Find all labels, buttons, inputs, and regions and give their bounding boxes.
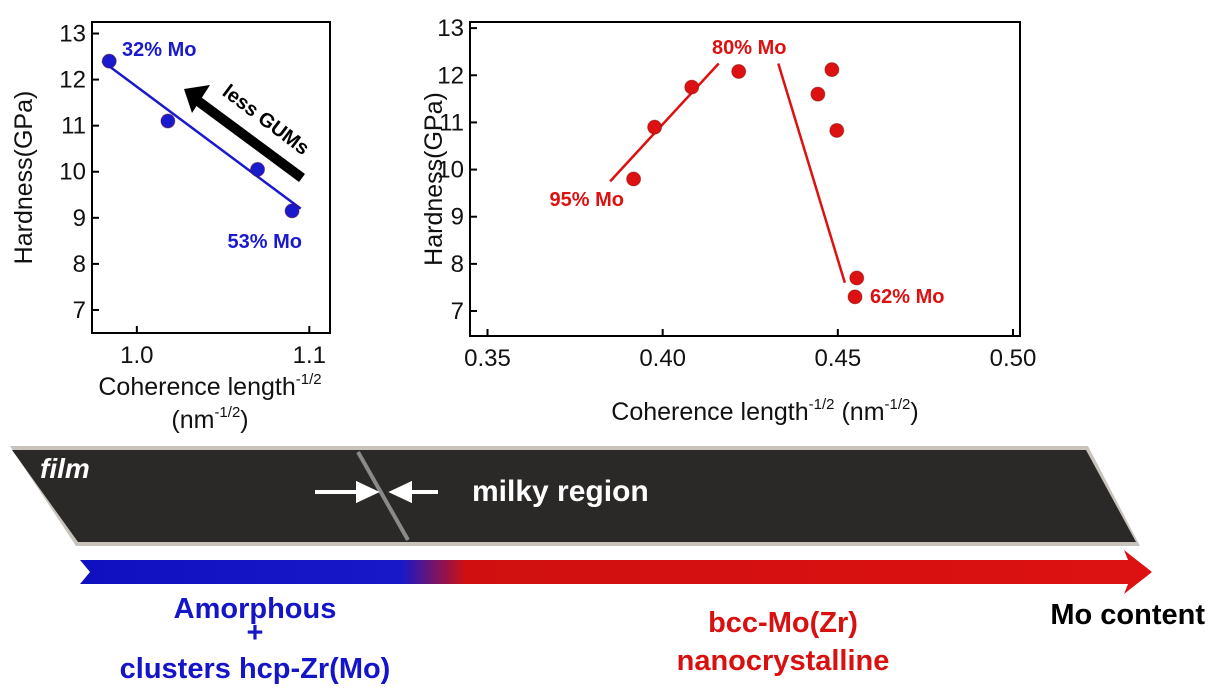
data-point [731, 64, 747, 80]
superscript: -1/2 [214, 404, 240, 421]
data-point [849, 270, 865, 286]
film-label: film [40, 453, 90, 484]
data-point [829, 122, 845, 138]
x-tick-label: 0.45 [814, 345, 861, 372]
x-axis-label: Coherence length-1/2 (nm-1/2) [611, 396, 918, 426]
superscript: -1/2 [809, 396, 835, 413]
data-point [250, 161, 266, 177]
label-text: ) [910, 398, 918, 426]
y-tick-label: 10 [59, 159, 86, 186]
trend-arrow [195, 96, 305, 183]
right-phase: bcc-Mo(Zr) nanocrystalline [677, 607, 890, 677]
label-text: ) [240, 406, 248, 434]
x-tick-label: 0.35 [464, 345, 511, 372]
film-strip [12, 450, 1136, 542]
y-tick-label: 7 [73, 297, 86, 324]
axis-label: Mo content [1050, 599, 1205, 631]
y-tick-label: 13 [437, 15, 464, 42]
y-tick-label: 8 [73, 251, 86, 278]
x-tick-label: 0.50 [990, 345, 1037, 372]
label-text: (nm [835, 398, 885, 426]
data-point [160, 113, 176, 129]
fit-line [609, 62, 720, 183]
phase-label: nanocrystalline [677, 645, 890, 677]
data-point [626, 171, 642, 187]
y-tick-label: 11 [61, 113, 86, 140]
label-text: Coherence length [611, 398, 808, 426]
film-diagram: film milky region Amorphous + clusters h… [10, 446, 1205, 685]
x-axis-label: Coherence length-1/2 [98, 371, 321, 401]
left-phase: Amorphous + clusters hcp-Zr(Mo) [120, 593, 391, 685]
data-point [647, 119, 663, 135]
phase-label: bcc-Mo(Zr) [708, 607, 858, 639]
x-tick-label: 0.40 [639, 345, 686, 372]
y-tick-label: 11 [439, 109, 464, 136]
x-tick-label: 1.1 [293, 342, 326, 369]
milky-arrows [315, 480, 438, 504]
x-tick-label: 1.0 [120, 342, 153, 369]
plot-frame [469, 21, 1021, 337]
y-axis-label: Hardness(GPa) [10, 91, 38, 265]
label-text: Coherence length [98, 373, 295, 401]
y-tick-label: 12 [59, 67, 86, 94]
annotation: 32% Mo [122, 39, 196, 61]
y-tick-label: 8 [451, 251, 464, 278]
label-text: (nm [171, 406, 214, 434]
y-tick-label: 9 [451, 204, 464, 231]
annotation: 53% Mo [228, 231, 302, 253]
phase-label: clusters hcp-Zr(Mo) [120, 653, 391, 685]
y-tick-label: 10 [437, 157, 464, 184]
superscript: -1/2 [296, 371, 322, 388]
milky-region-label: milky region [472, 475, 649, 508]
y-axis-label: Hardness(GPa) [420, 92, 448, 266]
data-point [810, 86, 826, 102]
data-point [684, 79, 700, 95]
data-point [824, 62, 840, 78]
y-tick-label: 9 [73, 205, 86, 232]
annotation: 80% Mo [712, 37, 786, 59]
fit-line [101, 60, 302, 210]
chart: 7 8 9 10 11 12 13 1.0 1.1 Hardness(GPa) Coherence … [10, 21, 331, 434]
data-point [284, 203, 300, 219]
annotation: 95% Mo [550, 189, 624, 211]
fit-line [777, 63, 847, 284]
superscript: -1/2 [885, 396, 911, 413]
trend-arrowhead [184, 85, 210, 113]
milky-line [356, 451, 410, 541]
y-tick-label: 7 [451, 298, 464, 325]
phase-label: Amorphous [174, 593, 337, 625]
chart: 7 8 9 10 11 12 13 0.35 0.40 0.45 0.50 Hardness(GPa)… [420, 15, 1036, 426]
y-tick-label: 12 [437, 62, 464, 89]
mo-content-arrow [80, 550, 1152, 594]
data-point [847, 289, 863, 305]
y-tick-label: 13 [59, 21, 86, 48]
plot-frame [91, 21, 331, 334]
annotation: 62% Mo [870, 286, 944, 308]
x-axis-label: (nm-1/2) [171, 404, 248, 434]
phase-label: + [247, 617, 264, 649]
data-point [101, 53, 117, 69]
